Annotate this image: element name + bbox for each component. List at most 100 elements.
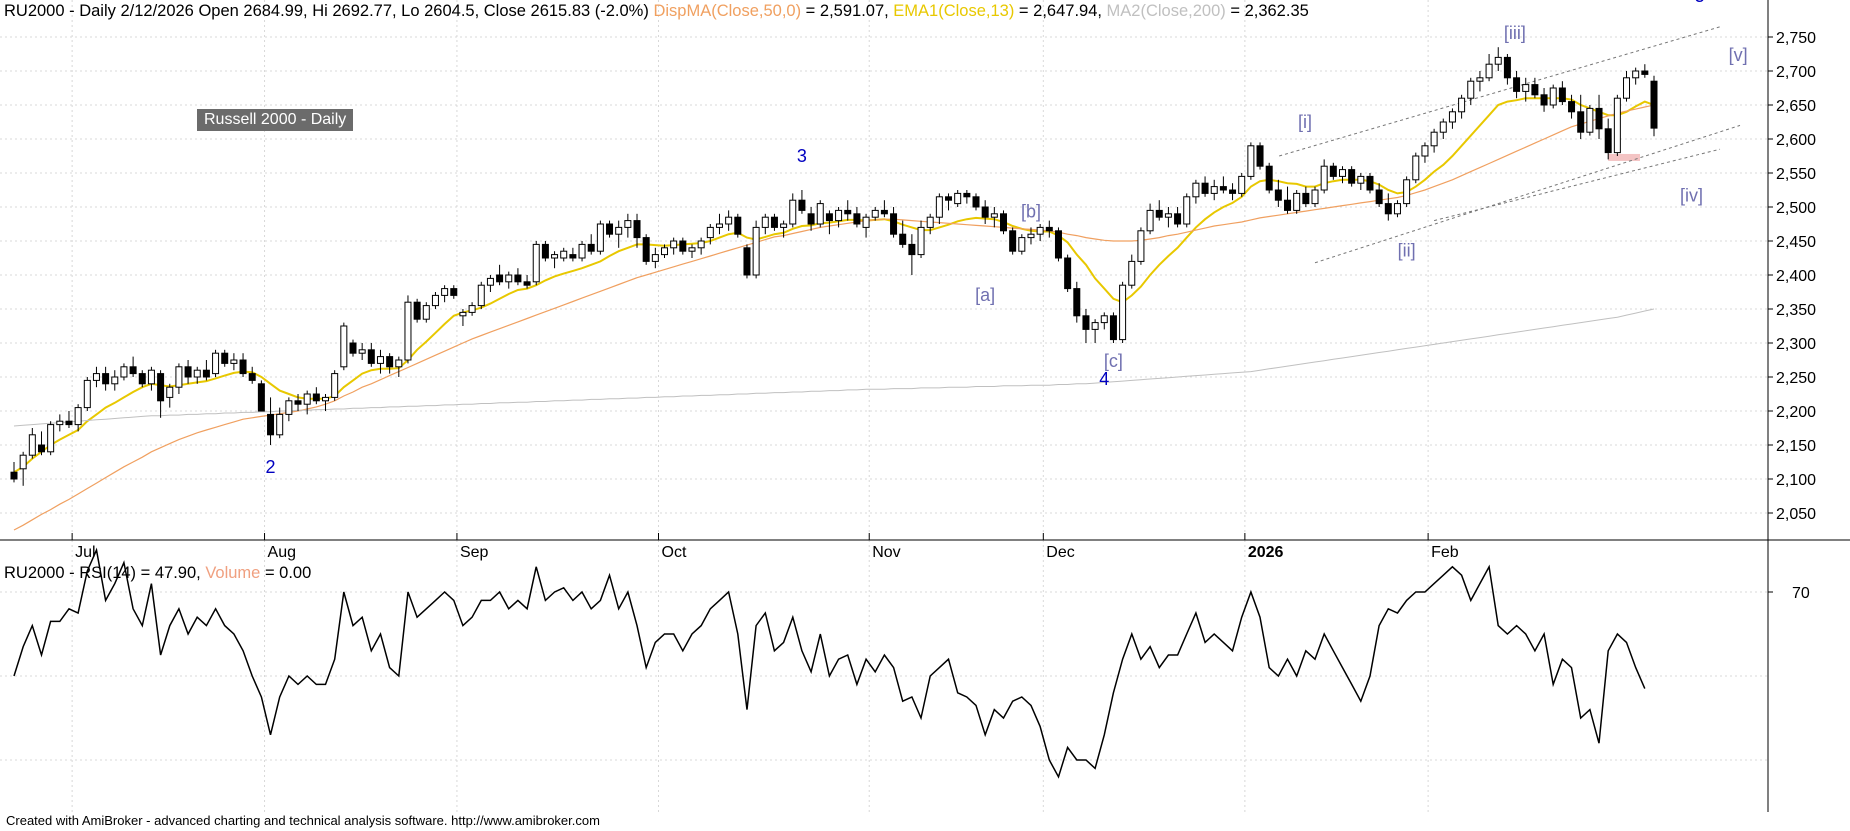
candle-body (1018, 237, 1026, 252)
candle-body (1513, 77, 1521, 92)
candle (1467, 77, 1475, 105)
y-tick-label: 2,500 (1776, 200, 1816, 217)
candle (1338, 166, 1346, 184)
candle-body (1650, 80, 1658, 129)
price-pane-header: RU2000 - Daily 2/12/2026 Open 2684.99, H… (4, 2, 1309, 21)
candle (1073, 281, 1081, 323)
candle-body (999, 213, 1007, 232)
candle-body (606, 223, 614, 235)
x-tick-label: Dec (1046, 544, 1074, 561)
candle-body (596, 223, 604, 252)
candle-body (1357, 175, 1365, 184)
candle (551, 251, 559, 269)
candle (587, 234, 595, 255)
candle-body (1064, 257, 1072, 290)
candle-body (285, 400, 293, 415)
y-tick-label: 2,300 (1776, 336, 1816, 353)
candle-body (1503, 56, 1511, 79)
candle-body (1229, 189, 1237, 194)
candle (413, 298, 421, 323)
candle-body (157, 373, 165, 402)
candle (111, 370, 119, 391)
candle (1384, 193, 1392, 221)
candle (340, 322, 348, 371)
candle-body (1641, 70, 1649, 75)
candle (1320, 159, 1328, 194)
y-tick-label: 2,600 (1776, 132, 1816, 149)
rsi-pane-header: RU2000 - RSI(14) = 47.90, Volume = 0.00 (4, 564, 311, 583)
candle (642, 234, 650, 265)
wave-label-w4: 4 (1099, 369, 1109, 389)
rsi-grid (0, 591, 1768, 761)
candle (1604, 118, 1612, 160)
candle (1403, 176, 1411, 207)
candle (477, 281, 485, 309)
candle (1329, 162, 1337, 180)
candle-body (276, 413, 284, 436)
candle-body (147, 369, 155, 385)
candle-body (954, 192, 962, 205)
candle (486, 275, 494, 292)
candle-body (1549, 87, 1557, 106)
candle (770, 213, 778, 231)
candle (358, 343, 366, 360)
candle-body (129, 366, 137, 375)
candle-body (670, 240, 678, 249)
candle (1494, 47, 1502, 71)
axes: 2,050 2,100 2,150 2,200 2,250 2,300 2,350 2,400… (0, 0, 1850, 812)
candle-body (1311, 189, 1319, 205)
candle-body (761, 216, 769, 228)
candle (157, 370, 165, 418)
candle (450, 285, 458, 299)
candle-body (450, 288, 458, 296)
symbol-quote-text: RU2000 - Daily 2/12/2026 Open 2684.99, H… (4, 2, 649, 20)
wave-label-w2: 2 (266, 457, 276, 477)
wave-label-iv: [iv] (1680, 185, 1703, 205)
candle (1448, 108, 1456, 129)
candle (1540, 88, 1548, 112)
candle-body (1393, 203, 1401, 215)
candle (1503, 54, 1511, 85)
candle-body (587, 243, 595, 252)
candle-body (111, 376, 119, 385)
candle-body (1531, 84, 1539, 96)
candle (56, 414, 64, 432)
candle-body (1293, 192, 1301, 211)
candle (1036, 224, 1044, 241)
candle-body (661, 247, 669, 256)
candle (1091, 319, 1099, 343)
candle (1632, 67, 1640, 85)
candle-body (1329, 165, 1337, 177)
candle-body (1595, 107, 1603, 130)
wave-label-v: [v] (1729, 45, 1748, 65)
candle-body (47, 424, 55, 453)
candle-body (780, 223, 788, 228)
candle (780, 220, 788, 238)
candle-body (367, 349, 375, 364)
candle (1623, 71, 1631, 102)
candle-body (1568, 101, 1576, 113)
candle (120, 363, 128, 381)
candle-body (1274, 189, 1282, 201)
candle (257, 380, 265, 412)
candle-body (1302, 192, 1310, 205)
wave-label-w5: 5 (1695, 0, 1705, 6)
candle-body (267, 413, 275, 436)
candle (835, 207, 843, 228)
candle-body (1458, 97, 1466, 113)
candle-body (294, 400, 302, 405)
candle-body (1146, 209, 1154, 232)
candle-body (1183, 196, 1191, 225)
candle (816, 200, 824, 228)
candle-body (798, 199, 806, 211)
candle-body (257, 383, 265, 412)
volume-value: = 0.00 (260, 564, 312, 582)
candle (184, 360, 192, 384)
candle (1412, 152, 1420, 184)
ma200-label: MA2(Close,200) (1106, 2, 1226, 20)
x-tick-label: Jul (75, 544, 95, 561)
candle (1595, 94, 1603, 139)
candle (1201, 176, 1209, 197)
channel-line (1433, 148, 1721, 222)
candle (212, 349, 220, 377)
